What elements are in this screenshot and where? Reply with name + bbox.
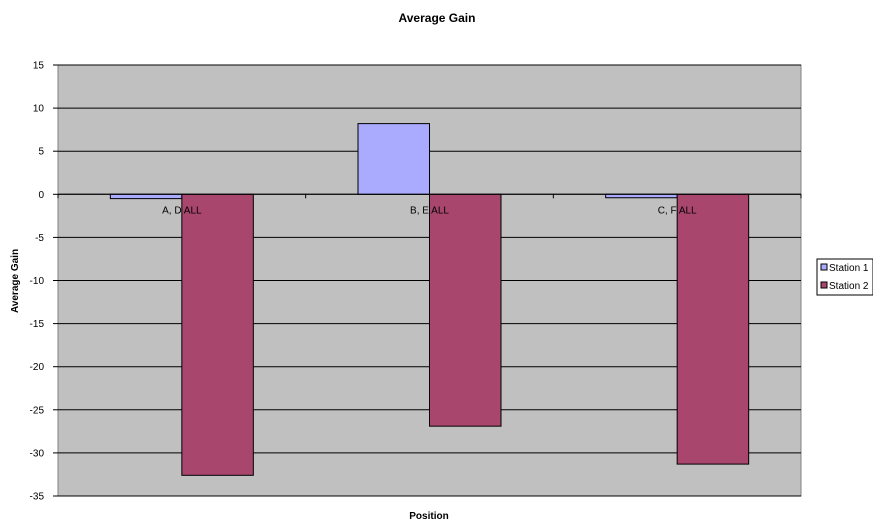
y-axis-title: Average Gain <box>10 249 21 313</box>
bars <box>109 123 750 476</box>
y-tick-label: -10 <box>30 276 45 287</box>
y-tick-label: -5 <box>35 233 44 244</box>
legend-swatch <box>820 281 828 289</box>
bar-station-1 <box>109 193 183 200</box>
y-tick-label: -15 <box>30 319 45 330</box>
legend: Station 1 Station 2 <box>816 258 873 296</box>
y-tick-label: 5 <box>38 147 44 158</box>
bar-station-1 <box>357 123 430 195</box>
bar-station-2 <box>429 193 502 427</box>
chart-title: Average Gain <box>399 11 476 25</box>
y-tick-label: 0 <box>38 190 44 201</box>
category-label: B, E ALL <box>410 205 449 216</box>
y-tick-label: -20 <box>30 362 45 373</box>
y-tick-label: -30 <box>30 448 45 459</box>
y-axis-ticks: 15 10 5 0 -5 -10 -15 -20 -25 -30 -35 <box>30 61 58 503</box>
y-tick-label: 15 <box>33 61 45 72</box>
y-tick-label: -35 <box>30 492 45 503</box>
legend-items: Station 1 Station 2 <box>820 263 869 292</box>
bar-station-2 <box>181 193 254 476</box>
bar-station-2 <box>676 193 750 465</box>
category-label: A, D ALL <box>162 205 202 216</box>
bar-station-1 <box>605 193 678 199</box>
legend-label: Station 2 <box>829 281 869 292</box>
y-tick-label: 10 <box>33 104 45 115</box>
x-axis-title: Position <box>409 511 448 522</box>
category-labels: A, D ALL B, E ALL C, F ALL <box>162 205 697 216</box>
legend-label: Station 1 <box>829 263 869 274</box>
x-axis <box>57 193 802 199</box>
y-tick-label: -25 <box>30 405 45 416</box>
legend-swatch <box>820 263 828 271</box>
category-label: C, F ALL <box>658 205 697 216</box>
